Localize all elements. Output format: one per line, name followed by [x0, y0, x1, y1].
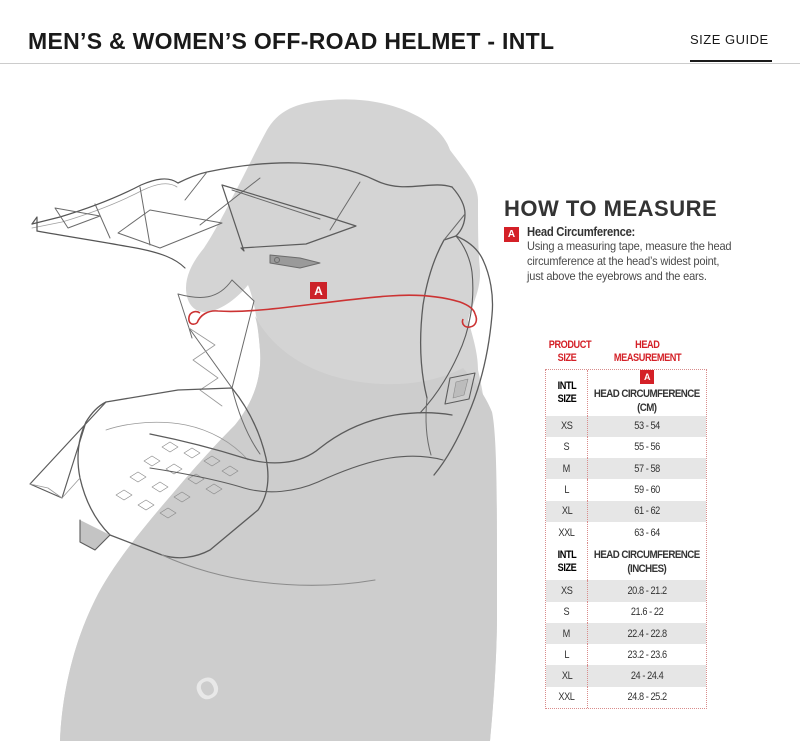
svg-text:A: A: [314, 284, 323, 298]
